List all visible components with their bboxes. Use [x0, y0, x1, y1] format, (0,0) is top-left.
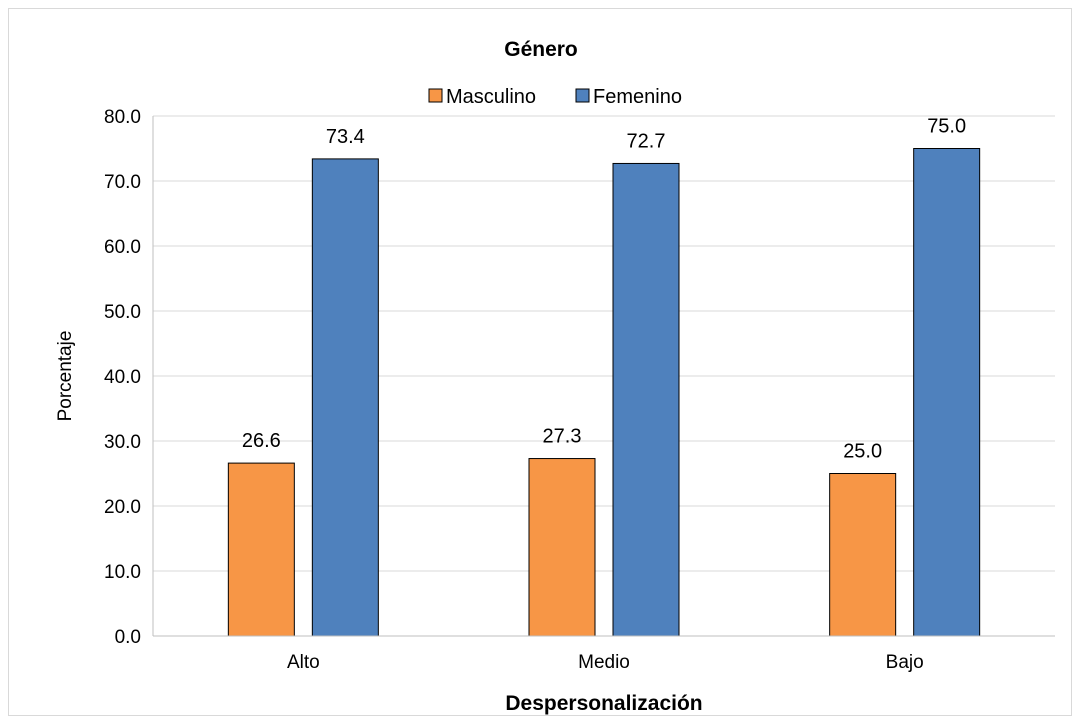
data-label-masculino-medio: 27.3 [543, 426, 582, 448]
y-axis-ticks: 0.0 10.0 20.0 30.0 40.0 50.0 60.0 70.0 80.0 [104, 107, 141, 648]
y-tick-label: 0.0 [115, 627, 141, 648]
data-label-femenino-alto: 73.4 [326, 126, 365, 148]
bar-femenino-bajo [913, 148, 981, 637]
y-tick-label: 10.0 [104, 562, 141, 583]
data-label-femenino-bajo: 75.0 [927, 116, 966, 138]
legend-label-femenino: Femenino [593, 86, 682, 108]
y-tick-label: 80.0 [104, 107, 141, 128]
chart-frame: Género Masculino Femenino 26.6 73.4 27.3 72… [8, 8, 1072, 716]
data-label-femenino-medio: 72.7 [627, 130, 666, 152]
y-tick-label: 20.0 [104, 497, 141, 518]
bar-labels: 26.6 73.4 27.3 72.7 25.0 75.0 [242, 116, 966, 463]
x-tick-label: Bajo [886, 652, 924, 673]
legend-swatch-masculino [428, 88, 443, 103]
bar-chart: Género Masculino Femenino 26.6 73.4 27.3 72… [55, 38, 1055, 715]
bar-femenino-medio [612, 162, 680, 637]
legend: Masculino Femenino [428, 86, 682, 108]
y-tick-label: 50.0 [104, 302, 141, 323]
y-tick-label: 60.0 [104, 237, 141, 258]
legend-swatch-femenino [575, 88, 590, 103]
gridlines [153, 115, 1055, 572]
bar-masculino-alto [227, 462, 295, 637]
bar-masculino-medio [528, 458, 596, 637]
bar-masculino-bajo [829, 473, 897, 637]
x-axis-ticks: Alto Medio Bajo [287, 652, 924, 673]
x-tick-label: Alto [287, 652, 320, 673]
x-axis-title: Despersonalización [505, 692, 702, 715]
x-tick-label: Medio [578, 652, 630, 673]
data-label-masculino-bajo: 25.0 [843, 441, 882, 463]
y-tick-label: 30.0 [104, 432, 141, 453]
y-tick-label: 70.0 [104, 172, 141, 193]
bars [227, 148, 981, 637]
data-label-masculino-alto: 26.6 [242, 430, 281, 452]
y-axis-title: Porcentaje [55, 331, 76, 422]
y-tick-label: 40.0 [104, 367, 141, 388]
legend-label-masculino: Masculino [446, 86, 536, 108]
chart-title: Género [504, 38, 578, 61]
bar-femenino-alto [311, 158, 379, 637]
